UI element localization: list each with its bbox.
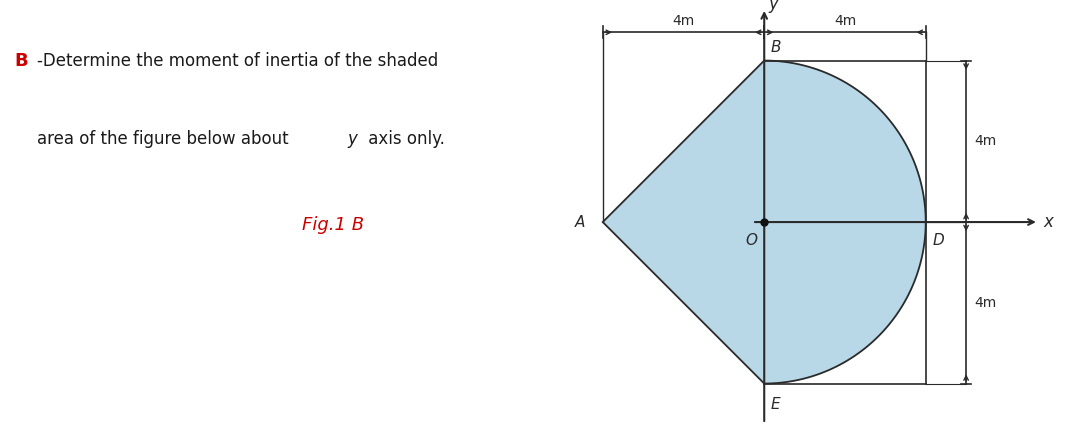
Text: 4m: 4m — [834, 14, 856, 28]
Text: Fig.1 B: Fig.1 B — [302, 216, 365, 234]
Text: $y$: $y$ — [768, 0, 781, 15]
Text: B: B — [14, 52, 28, 70]
Text: $x$: $x$ — [1043, 213, 1055, 231]
Text: area of the figure below about: area of the figure below about — [37, 130, 294, 148]
Text: $D$: $D$ — [932, 232, 945, 248]
Text: $A$: $A$ — [575, 214, 586, 230]
Polygon shape — [603, 60, 926, 384]
Text: $E$: $E$ — [770, 396, 782, 412]
Text: axis only.: axis only. — [363, 130, 445, 148]
Text: 4m: 4m — [673, 14, 694, 28]
Text: $O$: $O$ — [745, 232, 758, 248]
Text: 4m: 4m — [974, 134, 997, 148]
Text: 4m: 4m — [974, 296, 997, 310]
Text: -Determine the moment of inertia of the shaded: -Determine the moment of inertia of the … — [37, 52, 438, 70]
Text: y: y — [348, 130, 357, 148]
Text: $B$: $B$ — [770, 38, 782, 54]
